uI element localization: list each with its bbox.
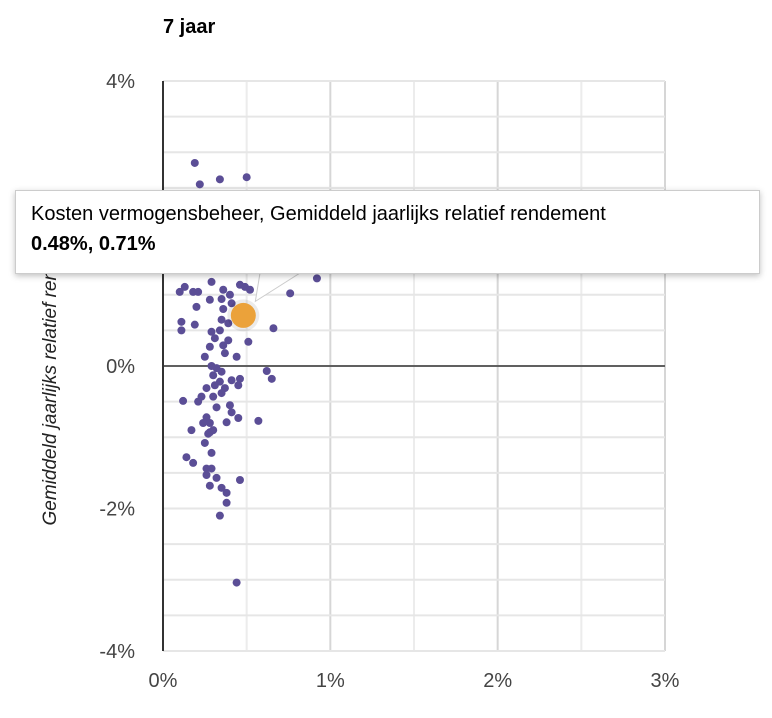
y-tick-label: -2% xyxy=(99,499,135,521)
data-point xyxy=(215,511,224,520)
data-point xyxy=(200,438,209,447)
data-point xyxy=(222,418,231,427)
data-point xyxy=(189,458,198,467)
data-point xyxy=(207,277,216,286)
data-point xyxy=(210,381,219,390)
y-tick-label: 0% xyxy=(106,356,135,378)
data-point xyxy=(212,403,221,412)
highlighted-point xyxy=(230,302,256,328)
x-tick-label: 0% xyxy=(149,670,178,692)
data-point xyxy=(235,476,244,484)
data-point xyxy=(232,578,241,587)
data-point xyxy=(262,366,271,375)
data-point xyxy=(269,324,278,333)
data-point xyxy=(177,317,186,326)
data-point xyxy=(219,341,228,350)
tooltip-pointer xyxy=(254,272,302,303)
data-point xyxy=(195,180,204,189)
data-point xyxy=(209,371,218,380)
data-point xyxy=(205,481,214,490)
data-point xyxy=(209,392,218,401)
data-point xyxy=(205,419,214,427)
data-point xyxy=(194,397,203,406)
data-point xyxy=(180,282,189,291)
y-axis-label: Gemiddeld jaarlijks relatief rendement xyxy=(40,206,61,526)
data-point xyxy=(227,299,236,308)
data-point xyxy=(207,464,216,473)
data-point xyxy=(182,453,191,462)
data-point xyxy=(217,367,226,376)
chart-title: 7 jaar xyxy=(163,16,216,38)
data-point xyxy=(202,384,211,393)
data-point xyxy=(187,426,196,435)
data-point xyxy=(286,289,295,298)
data-point xyxy=(232,352,241,361)
data-point xyxy=(219,285,228,294)
data-point xyxy=(207,448,216,457)
data-point xyxy=(215,326,224,335)
data-point xyxy=(246,285,255,294)
data-point xyxy=(200,352,209,361)
data-point xyxy=(267,374,276,383)
data-point xyxy=(217,315,226,324)
data-point xyxy=(190,320,199,329)
data-point xyxy=(227,376,236,385)
data-point xyxy=(254,416,263,425)
data-point xyxy=(242,173,251,182)
x-tick-label: 3% xyxy=(651,670,680,692)
data-point xyxy=(312,274,321,283)
data-point xyxy=(199,419,208,427)
tooltip-value: 0.48%, 0.71% xyxy=(31,233,156,255)
data-point xyxy=(175,287,184,296)
data-point xyxy=(205,295,214,304)
data-point xyxy=(224,319,233,328)
y-tick-label: 4% xyxy=(106,71,135,93)
data-point xyxy=(202,471,211,480)
data-point xyxy=(205,342,214,351)
data-point xyxy=(217,389,226,398)
x-tick-label: 1% xyxy=(316,670,345,692)
data-point xyxy=(204,429,213,438)
data-point xyxy=(224,336,233,345)
x-tick-label: 2% xyxy=(483,670,512,692)
data-point xyxy=(219,305,228,313)
data-point xyxy=(217,295,226,304)
data-point xyxy=(179,396,188,405)
data-point xyxy=(215,175,224,184)
data-point xyxy=(210,334,219,343)
data-point xyxy=(190,158,199,167)
data-point xyxy=(177,326,186,335)
data-point xyxy=(222,488,231,497)
data-point xyxy=(234,381,243,390)
data-point xyxy=(207,327,216,336)
tooltip: Kosten vermogensbeheer, Gemiddeld jaarli… xyxy=(15,190,760,274)
y-tick-label: -4% xyxy=(99,641,135,663)
data-point xyxy=(192,302,201,311)
data-point xyxy=(217,483,226,492)
data-point xyxy=(225,290,234,299)
data-point xyxy=(194,287,203,296)
data-point xyxy=(212,473,221,482)
data-point xyxy=(225,401,234,410)
data-point xyxy=(227,408,236,417)
data-point xyxy=(244,337,253,346)
tooltip-label: Kosten vermogensbeheer, Gemiddeld jaarli… xyxy=(31,203,606,225)
data-point xyxy=(235,374,244,383)
data-point xyxy=(220,349,229,358)
data-point xyxy=(234,414,243,423)
data-point xyxy=(222,498,231,507)
